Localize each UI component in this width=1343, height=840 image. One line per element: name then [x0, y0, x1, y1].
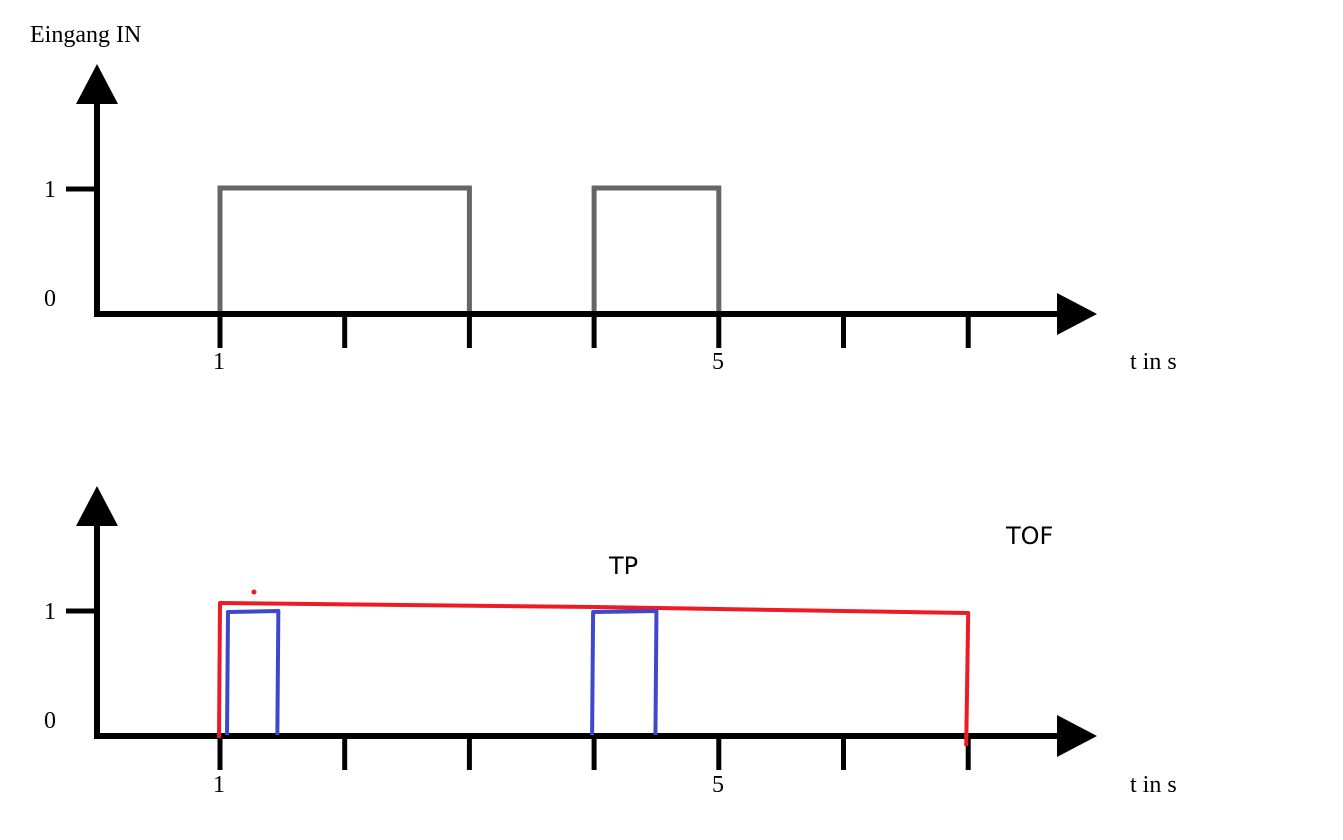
top-x-ticks	[217, 312, 971, 348]
top-x-axis-label: t in s	[1130, 349, 1177, 375]
input-signal-line	[217, 185, 844, 317]
tof-signal	[217, 589, 971, 747]
tp-signal	[225, 609, 659, 736]
top-y-axis-label: Eingang IN	[30, 22, 141, 48]
bottom-x-axis-label: t in s	[1130, 772, 1177, 798]
bottom-y-axis-arrow	[76, 486, 118, 526]
top-x-tick-label-1: 1	[213, 349, 225, 375]
top-y-tick-label-0: 0	[44, 286, 56, 312]
tof-dot	[251, 589, 257, 595]
top-y-tick-label-1: 1	[44, 177, 56, 203]
bottom-y-tick-label-1: 1	[44, 599, 56, 625]
tp-label: TP	[608, 552, 638, 580]
bottom-chart: 1 0 TP TOF 1 5 t in s	[44, 486, 1177, 798]
bottom-x-ticks	[217, 734, 971, 770]
bottom-y-tick-label-0: 0	[44, 708, 56, 734]
tof-label: TOF	[1005, 522, 1053, 550]
top-x-axis-arrow	[1057, 293, 1097, 335]
bottom-x-tick-label-5: 5	[712, 772, 724, 798]
input-signal	[217, 185, 844, 317]
top-y-axis-arrow	[76, 64, 118, 104]
tof-line	[217, 601, 971, 747]
top-x-tick-label-5: 5	[712, 349, 724, 375]
tp-pulse	[225, 609, 281, 736]
tp-pulse	[590, 609, 659, 736]
bottom-x-axis-arrow	[1057, 715, 1097, 757]
top-chart: Eingang IN 1 0 1 5 t in s	[30, 22, 1177, 375]
bottom-x-tick-label-1: 1	[213, 772, 225, 798]
